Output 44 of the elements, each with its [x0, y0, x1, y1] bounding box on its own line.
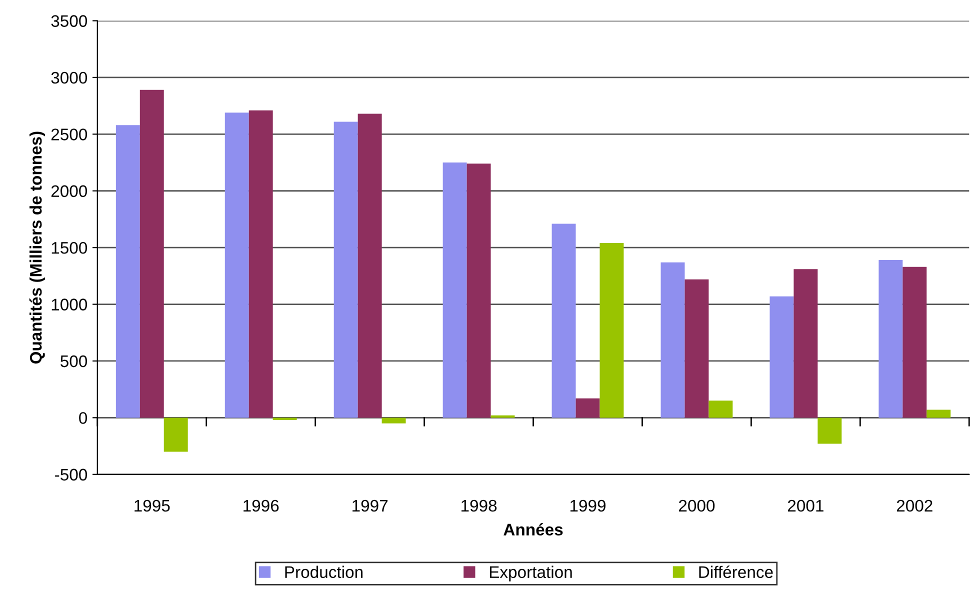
bar — [442, 162, 467, 418]
bar — [576, 398, 600, 418]
bar — [224, 112, 249, 418]
y-tick-label: 3500 — [51, 15, 88, 27]
y-tick-label: 1000 — [52, 298, 88, 310]
legend-label: Production — [285, 566, 362, 578]
bar — [660, 262, 685, 418]
bar — [684, 279, 709, 418]
bar — [818, 418, 842, 444]
bar — [164, 418, 188, 452]
bar — [926, 410, 951, 418]
bar — [116, 125, 140, 418]
bar — [248, 110, 273, 418]
bar — [466, 164, 491, 418]
bar — [794, 269, 818, 418]
y-tick-label: -500 — [55, 468, 88, 481]
bar — [358, 114, 382, 418]
x-tick-label: 2000 — [679, 500, 715, 512]
bar — [878, 260, 903, 418]
y-axis-title: Quantités (Milliers de tonnes) — [29, 132, 46, 364]
bar — [770, 296, 794, 418]
y-tick-label: 3000 — [51, 72, 88, 84]
bar — [902, 266, 927, 418]
x-tick-label: 1997 — [352, 500, 388, 512]
bar — [334, 122, 358, 418]
bar — [708, 400, 733, 418]
y-tick-label: 1500 — [52, 242, 88, 254]
legend-label: Différence — [699, 566, 773, 578]
y-tick-label: 500 — [60, 355, 88, 368]
y-tick-label: 2000 — [51, 185, 88, 198]
x-tick-label: 2002 — [896, 500, 932, 512]
bar — [382, 418, 406, 424]
bar — [600, 243, 624, 418]
x-tick-label: 1999 — [570, 500, 606, 512]
x-axis-title: Années — [504, 523, 563, 536]
x-tick-label: 1995 — [134, 500, 170, 512]
y-tick-label: 0 — [79, 412, 88, 424]
bar — [552, 224, 576, 418]
bar — [140, 90, 164, 418]
y-tick-label: 2500 — [51, 128, 88, 140]
x-tick-label: 1998 — [462, 500, 497, 512]
x-tick-label: 2001 — [788, 500, 824, 512]
legend-label: Exportation — [490, 566, 572, 582]
x-tick-label: 1996 — [244, 500, 279, 512]
